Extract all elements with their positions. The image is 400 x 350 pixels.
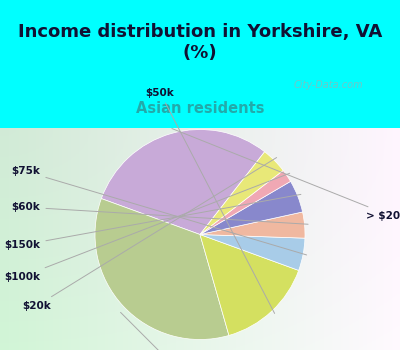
Text: $60k: $60k [12, 202, 308, 224]
Wedge shape [200, 234, 299, 335]
Text: City-Data.com: City-Data.com [293, 80, 363, 90]
Text: $200k: $200k [120, 312, 223, 350]
Text: $20k: $20k [22, 158, 277, 311]
Text: $150k: $150k [4, 194, 301, 250]
Wedge shape [200, 181, 302, 235]
Text: $75k: $75k [12, 167, 306, 255]
Wedge shape [200, 152, 283, 234]
Wedge shape [95, 198, 229, 340]
Text: > $200k: > $200k [172, 128, 400, 220]
Text: $50k: $50k [146, 88, 275, 314]
Wedge shape [101, 130, 265, 234]
Wedge shape [200, 234, 305, 271]
Wedge shape [200, 170, 290, 234]
Text: Income distribution in Yorkshire, VA
(%): Income distribution in Yorkshire, VA (%) [18, 23, 382, 62]
Wedge shape [200, 212, 305, 238]
Text: Asian residents: Asian residents [136, 101, 264, 116]
Text: $100k: $100k [4, 173, 290, 281]
